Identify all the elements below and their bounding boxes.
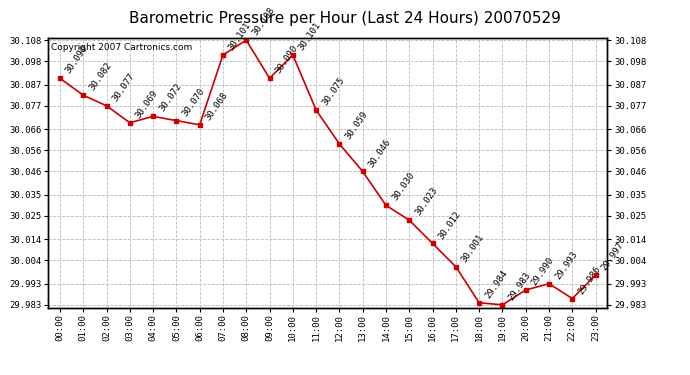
Text: 30.101: 30.101 [227,21,253,52]
Text: 29.993: 29.993 [553,249,579,281]
Text: 30.075: 30.075 [320,76,346,107]
Text: 29.986: 29.986 [576,264,602,296]
Text: 30.012: 30.012 [437,209,462,241]
Text: 30.070: 30.070 [181,86,206,118]
Text: 30.108: 30.108 [250,6,276,38]
Text: 29.983: 29.983 [506,270,533,302]
Text: 30.059: 30.059 [344,110,369,141]
Text: 30.082: 30.082 [88,61,113,92]
Text: 30.068: 30.068 [204,90,230,122]
Text: Copyright 2007 Cartronics.com: Copyright 2007 Cartronics.com [51,43,193,52]
Text: 30.023: 30.023 [413,186,440,218]
Text: Barometric Pressure per Hour (Last 24 Hours) 20070529: Barometric Pressure per Hour (Last 24 Ho… [129,11,561,26]
Text: 29.990: 29.990 [530,256,555,287]
Text: 30.090: 30.090 [64,44,90,75]
Text: 30.030: 30.030 [390,171,416,202]
Text: 30.072: 30.072 [157,82,183,114]
Text: 30.069: 30.069 [134,88,160,120]
Text: 29.984: 29.984 [483,268,509,300]
Text: 30.077: 30.077 [110,71,137,103]
Text: 30.101: 30.101 [297,21,323,52]
Text: 29.997: 29.997 [600,241,626,272]
Text: 30.046: 30.046 [367,137,393,169]
Text: 30.001: 30.001 [460,232,486,264]
Text: 30.090: 30.090 [274,44,299,75]
